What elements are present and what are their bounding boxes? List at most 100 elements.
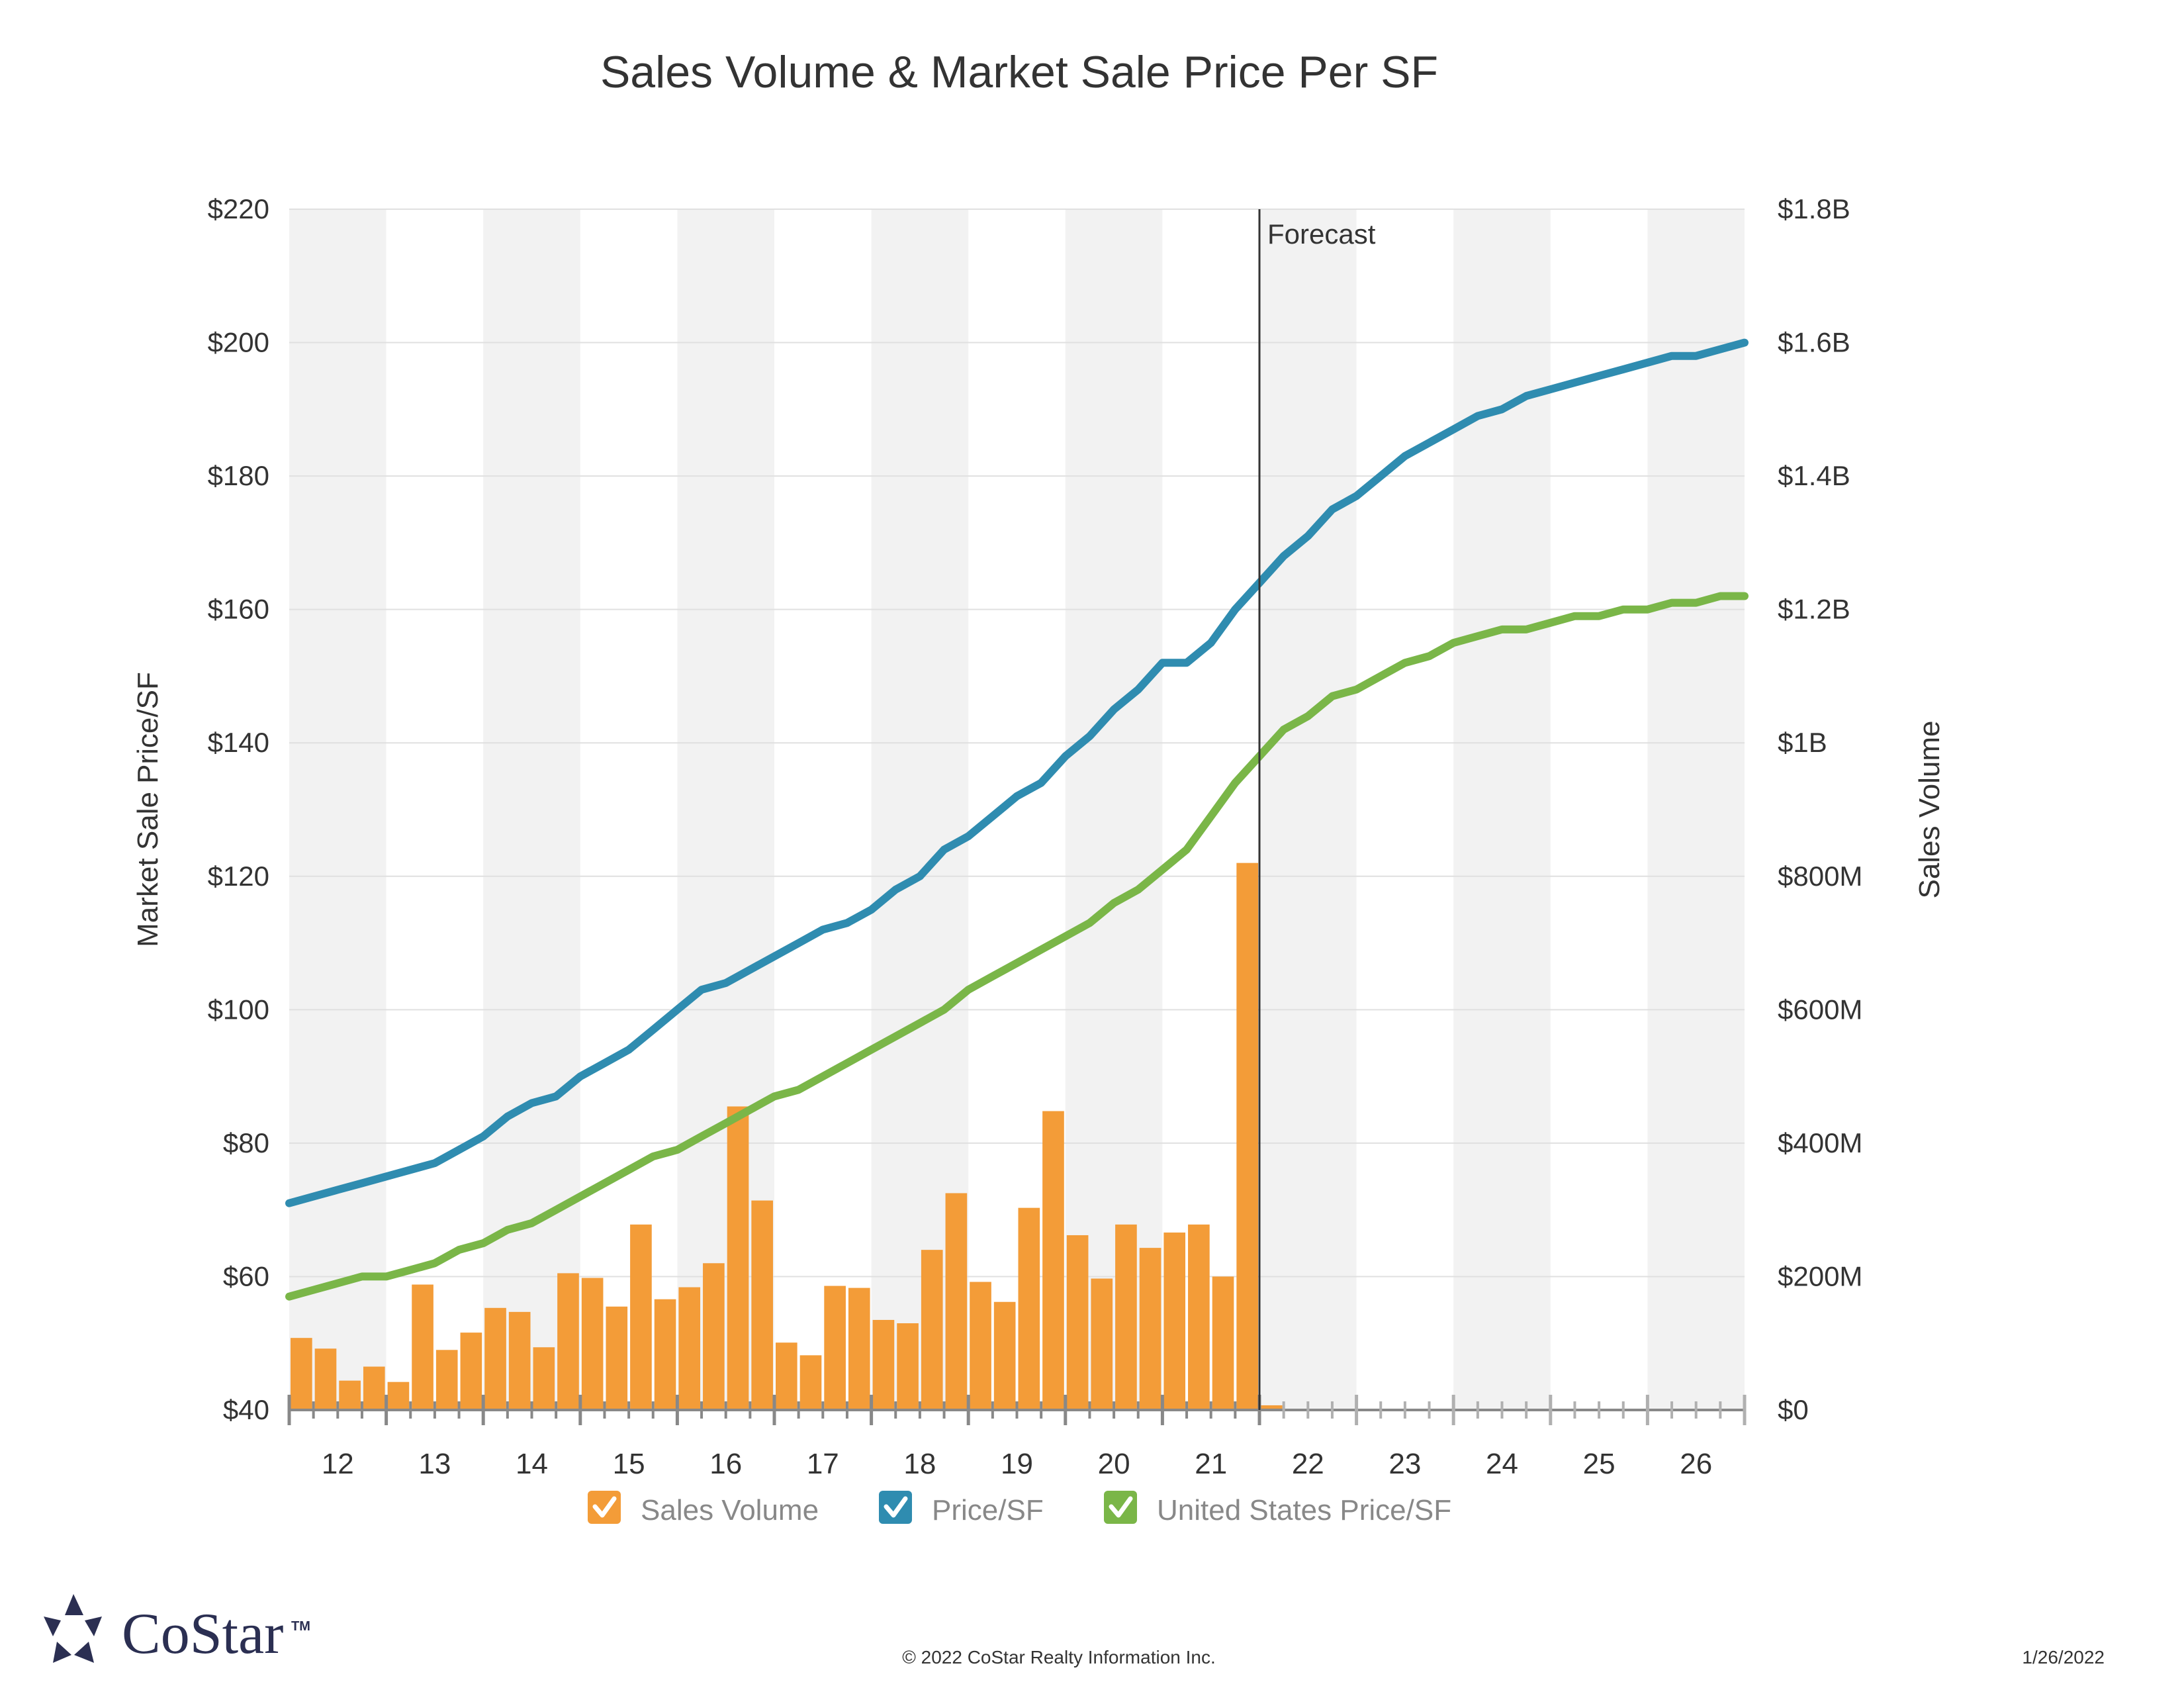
right-tick-label: $400M [1778, 1127, 1862, 1158]
right-tick-label: $1B [1778, 727, 1827, 758]
sales-volume-bar [1042, 1111, 1064, 1410]
sales-volume-bar [727, 1106, 749, 1410]
left-tick-label: $40 [223, 1394, 269, 1425]
x-tick-label: 20 [1098, 1448, 1130, 1480]
sales-volume-bar [654, 1299, 676, 1410]
sales-volume-bar [291, 1338, 312, 1410]
sales-volume-bar [387, 1382, 410, 1410]
left-tick-label: $80 [223, 1127, 269, 1158]
sales-volume-bar [1115, 1224, 1137, 1410]
sales-volume-bar [630, 1224, 652, 1410]
left-tick-label: $60 [223, 1260, 269, 1291]
sales-volume-bar [1018, 1207, 1040, 1410]
x-tick-label: 25 [1583, 1448, 1615, 1480]
right-tick-label: $600M [1778, 994, 1862, 1025]
costar-logo-icon [44, 1594, 102, 1663]
sales-volume-bar [508, 1311, 531, 1410]
sales-volume-bar [824, 1286, 846, 1410]
x-tick-label: 21 [1195, 1448, 1227, 1480]
x-tick-label: 22 [1292, 1448, 1324, 1480]
x-tick-label: 24 [1486, 1448, 1518, 1480]
x-tick-label: 18 [903, 1448, 936, 1480]
sales-volume-bar [581, 1278, 604, 1410]
sales-volume-bar [970, 1282, 991, 1410]
sales-volume-bar [799, 1355, 822, 1410]
sales-volume-bar [557, 1273, 579, 1410]
sales-volume-bar [314, 1348, 337, 1410]
right-axis-title: Sales Volume [1913, 720, 1946, 898]
sales-volume-bar [1212, 1276, 1234, 1410]
legend-check-icon [1109, 1496, 1133, 1518]
sales-volume-bar [703, 1263, 725, 1410]
right-tick-label: $200M [1778, 1260, 1862, 1291]
chart: $40 $60 $80 $100 $120 $140 $160 $180 $200 $220 $0 $… [132, 193, 1946, 1526]
year-band [1065, 209, 1163, 1410]
legend-swatch [588, 1491, 621, 1524]
x-tick-label: 17 [807, 1448, 839, 1480]
sales-volume-bar [993, 1301, 1016, 1410]
sales-volume-bar [921, 1250, 943, 1410]
series-line-price-sf [285, 338, 1749, 1207]
sales-volume-bar [1188, 1224, 1210, 1410]
year-band [289, 209, 387, 1410]
right-tick-label: $1.6B [1778, 327, 1850, 358]
legend-swatch [1104, 1491, 1137, 1524]
sales-volume-bar [1139, 1248, 1161, 1410]
right-tick-label: $1.2B [1778, 594, 1850, 625]
series-line-united-states-price-sf [285, 592, 1749, 1301]
year-band [1259, 209, 1357, 1410]
sales-volume-bar [1163, 1232, 1186, 1410]
right-tick-label: $1.8B [1778, 193, 1850, 224]
x-tick-label: 26 [1680, 1448, 1712, 1480]
sales-volume-bar [533, 1347, 555, 1410]
left-tick-label: $200 [208, 327, 269, 358]
legend-check-icon [884, 1496, 908, 1518]
year-band [1647, 209, 1745, 1410]
x-tick-label: 14 [516, 1448, 548, 1480]
x-tick-label: 13 [418, 1448, 451, 1480]
logo-trademark: TM [291, 1619, 310, 1634]
sales-volume-bar [1236, 863, 1258, 1410]
sales-volume-bar [435, 1350, 458, 1410]
left-tick-label: $220 [208, 193, 269, 224]
forecast-label: Forecast [1267, 218, 1376, 250]
left-tick-label: $100 [208, 994, 269, 1025]
left-axis-title: Market Sale Price/SF [132, 672, 164, 947]
footer-date: 1/26/2022 [2022, 1647, 2105, 1667]
left-tick-label: $120 [208, 861, 269, 892]
legend-check-icon [592, 1496, 617, 1518]
sales-volume-bar [776, 1342, 797, 1410]
right-tick-label: $800M [1778, 861, 1862, 892]
sales-volume-bar [945, 1193, 968, 1410]
sales-volume-bar [872, 1319, 895, 1410]
sales-volume-bar [412, 1284, 433, 1410]
logo-wordmark: CoStar [122, 1602, 284, 1666]
sales-volume-bar [363, 1366, 385, 1410]
chart-title: Sales Volume & Market Sale Price Per SF [600, 47, 1439, 97]
x-tick-label: 12 [322, 1448, 354, 1480]
legend-label: Price/SF [932, 1494, 1044, 1526]
year-band [483, 209, 580, 1410]
sales-volume-bar [1261, 1405, 1283, 1410]
legend-label: United States Price/SF [1157, 1494, 1451, 1526]
footer-copyright: © 2022 CoStar Realty Information Inc. [902, 1647, 1216, 1667]
x-tick-label: 16 [709, 1448, 742, 1480]
sales-volume-bar [484, 1307, 506, 1410]
x-tick-label: 15 [613, 1448, 645, 1480]
sales-volume-bar [339, 1380, 361, 1410]
left-tick-label: $180 [208, 460, 269, 491]
sales-volume-bar [1066, 1235, 1089, 1410]
sales-volume-bar [606, 1306, 628, 1410]
x-tick-label: 23 [1388, 1448, 1421, 1480]
right-tick-label: $0 [1778, 1394, 1809, 1425]
sales-volume-bar [460, 1333, 482, 1410]
legend-swatch [879, 1491, 912, 1524]
legend-label: Sales Volume [641, 1494, 819, 1526]
left-tick-label: $160 [208, 594, 269, 625]
left-tick-label: $140 [208, 727, 269, 758]
sales-volume-bar [751, 1200, 773, 1410]
sales-volume-bar [897, 1323, 919, 1410]
sales-volume-bar [848, 1288, 870, 1410]
right-tick-label: $1.4B [1778, 460, 1850, 491]
sales-volume-bar [678, 1287, 701, 1410]
